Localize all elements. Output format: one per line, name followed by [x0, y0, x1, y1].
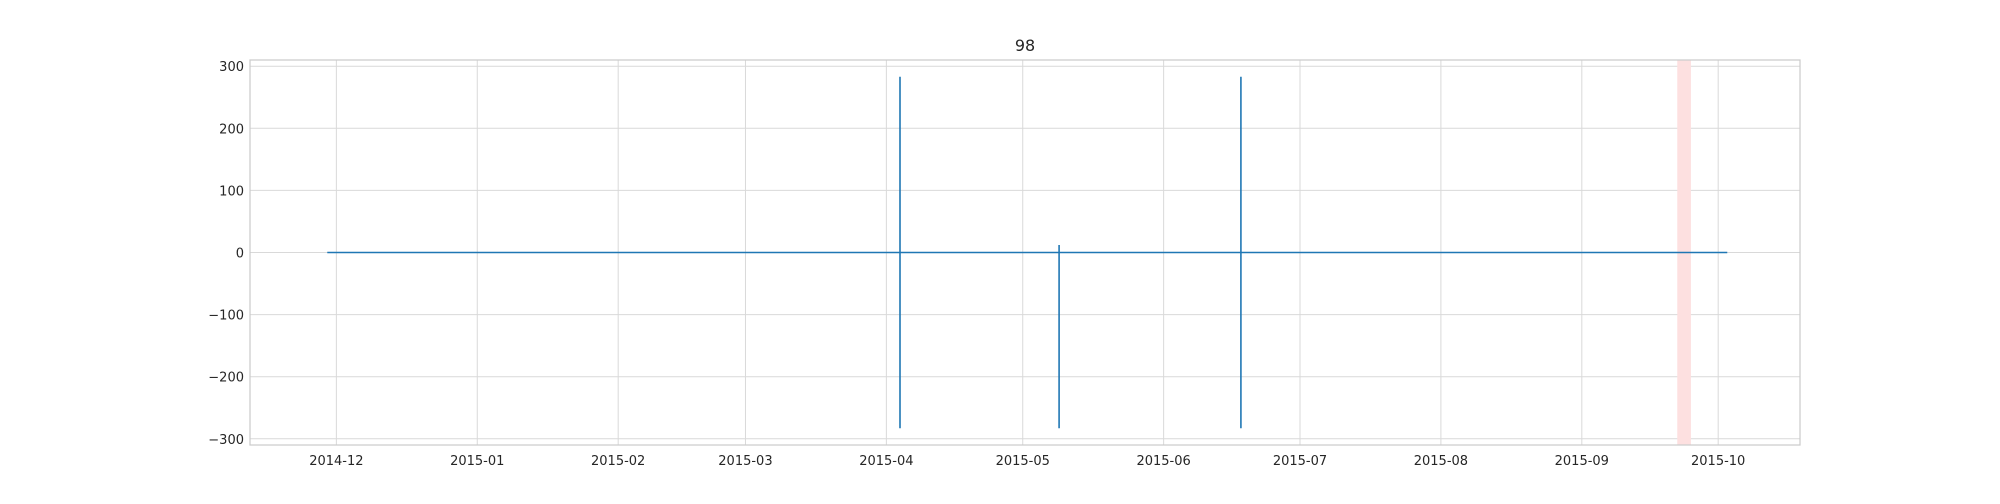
x-tick-label: 2015-03 — [718, 454, 772, 469]
y-tick-label: −200 — [208, 371, 244, 386]
x-tick-label: 2015-01 — [450, 454, 504, 469]
x-tick-label: 2015-06 — [1136, 454, 1190, 469]
grid — [250, 60, 1800, 445]
y-tick-label: 300 — [219, 60, 244, 75]
x-tick-label: 2015-07 — [1273, 454, 1327, 469]
x-tick-label: 2015-05 — [996, 454, 1050, 469]
y-tick-label: 0 — [236, 247, 244, 262]
x-tick-label: 2015-08 — [1414, 454, 1468, 469]
y-tick-label: −300 — [208, 433, 244, 448]
x-tick-label: 2015-04 — [859, 454, 913, 469]
y-tick-label: −100 — [208, 309, 244, 324]
y-axis-ticks: 300 200 100 0 −100 −200 −300 — [208, 60, 244, 448]
series-line — [327, 76, 1728, 429]
x-tick-label: 2014-12 — [309, 454, 363, 469]
x-axis-ticks: 2014-12 2015-01 2015-02 2015-03 2015-04 2015-… — [309, 454, 1745, 469]
series — [327, 76, 1728, 429]
plot-frame — [249, 59, 1801, 446]
chart-title: 98 — [1015, 36, 1035, 55]
x-tick-label: 2015-09 — [1555, 454, 1609, 469]
y-tick-label: 200 — [219, 122, 244, 137]
x-tick-label: 2015-02 — [591, 454, 645, 469]
x-tick-label: 2015-10 — [1691, 454, 1745, 469]
y-tick-label: 100 — [219, 184, 244, 199]
